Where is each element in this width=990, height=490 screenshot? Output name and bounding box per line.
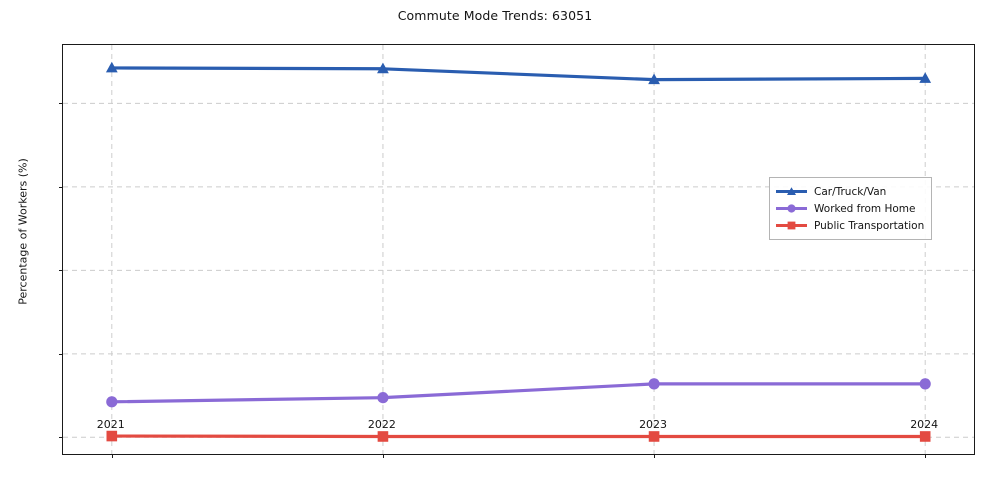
y-tick-mark-2 bbox=[59, 270, 63, 272]
data-point-square bbox=[106, 430, 118, 442]
data-point-triangle bbox=[648, 73, 660, 85]
chart-title: Commute Mode Trends: 63051 bbox=[397, 8, 593, 23]
legend-label-car-truck-van: Car/Truck/Van bbox=[814, 185, 887, 198]
x-tick-mark-0 bbox=[111, 454, 113, 458]
legend-item-worked-from-home[interactable]: Worked from Home bbox=[776, 200, 924, 217]
series-worked-from-home bbox=[106, 378, 931, 408]
x-tick-label-1: 2022 bbox=[367, 418, 396, 431]
series-car-truck-van bbox=[105, 61, 932, 85]
data-point-square bbox=[648, 431, 660, 442]
data-point-triangle bbox=[377, 62, 389, 74]
data-point-circle bbox=[919, 378, 931, 390]
triangle-marker-icon bbox=[787, 187, 796, 195]
x-tick-mark-1 bbox=[382, 454, 384, 458]
x-tick-mark-3 bbox=[925, 454, 927, 458]
y-tick-mark-0 bbox=[59, 437, 63, 439]
x-tick-label-3: 2024 bbox=[910, 418, 939, 431]
y-tick-mark-3 bbox=[59, 186, 63, 188]
data-point-square bbox=[377, 431, 389, 442]
legend-label-public-transportation: Public Transportation bbox=[814, 219, 925, 232]
square-marker-icon bbox=[787, 221, 796, 230]
legend-swatch-worked-from-home bbox=[776, 203, 807, 215]
data-point-circle bbox=[106, 396, 118, 408]
y-tick-mark-4 bbox=[59, 103, 63, 105]
x-tick-mark-2 bbox=[654, 454, 656, 458]
y-axis-label: Percentage of Workers (%) bbox=[16, 158, 30, 305]
series-line bbox=[110, 66, 927, 82]
legend-swatch-car-truck-van bbox=[776, 186, 807, 198]
x-tick-label-2: 2023 bbox=[639, 418, 668, 431]
y-tick-mark-1 bbox=[59, 353, 63, 355]
series-public-transportation bbox=[106, 430, 931, 442]
plot-area bbox=[59, 44, 975, 458]
x-tick-label-0: 2021 bbox=[96, 418, 125, 431]
gridlines bbox=[63, 45, 974, 454]
chart-legend[interactable]: Car/Truck/Van Worked from Home Public Tr… bbox=[769, 177, 933, 240]
legend-item-car-truck-van[interactable]: Car/Truck/Van bbox=[776, 183, 924, 200]
data-point-square bbox=[919, 431, 931, 442]
plot-svg bbox=[63, 45, 974, 454]
series-layer bbox=[105, 61, 932, 442]
data-point-triangle bbox=[919, 72, 932, 83]
legend-item-public-transportation[interactable]: Public Transportation bbox=[776, 217, 924, 234]
data-point-circle bbox=[377, 392, 389, 404]
data-point-triangle bbox=[105, 61, 118, 73]
series-line bbox=[110, 382, 927, 404]
legend-label-worked-from-home: Worked from Home bbox=[814, 202, 916, 215]
legend-swatch-public-transportation bbox=[776, 220, 807, 232]
circle-marker-icon bbox=[787, 204, 796, 213]
data-point-circle bbox=[648, 378, 660, 390]
